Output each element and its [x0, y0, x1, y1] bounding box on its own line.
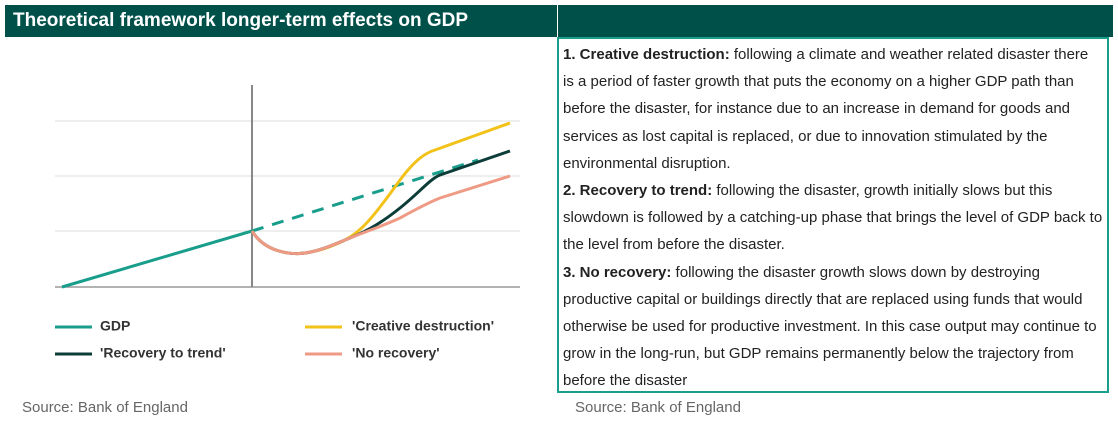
body: following a climate and weather related … — [563, 46, 1089, 172]
title: Theoretical framework longer-term effect… — [13, 10, 469, 31]
body: following the disaster, growth initially… — [563, 182, 1103, 254]
source: Source: Bank of England — [22, 399, 188, 416]
paragraph: 2. Recovery to trend: following the disa… — [563, 177, 1103, 259]
source: Source: Bank of England — [575, 399, 741, 416]
legend-label: GDP — [100, 318, 130, 334]
paragraph: 3. No recovery: following the disaster g… — [563, 259, 1103, 395]
schematic-chart: GDP 'Creative destruction' 'Recovery to … — [55, 85, 520, 361]
header-bar-right — [558, 5, 1113, 37]
recovery-line — [250, 149, 511, 255]
legend-label: 'No recovery' — [352, 345, 440, 361]
lead: 3. No recovery: — [563, 263, 672, 281]
gdp-trend — [251, 158, 479, 233]
grid — [55, 120, 520, 232]
body: following the disaster growth slows down… — [563, 263, 1097, 390]
lead: 1. Creative destruction: — [563, 46, 730, 63]
paragraph: 1. Creative destruction: following a cli… — [563, 41, 1103, 177]
legend-label: 'Creative destruction' — [352, 318, 494, 334]
header-bar: Theoretical framework longer-term effect… — [5, 5, 557, 37]
legend-label: 'Recovery to trend' — [100, 345, 226, 361]
lead: 2. Recovery to trend: — [563, 182, 713, 200]
norecovery-line — [250, 174, 511, 255]
text-box: 1. Creative destruction: following a cli… — [557, 37, 1109, 393]
gdp-line — [61, 229, 253, 289]
